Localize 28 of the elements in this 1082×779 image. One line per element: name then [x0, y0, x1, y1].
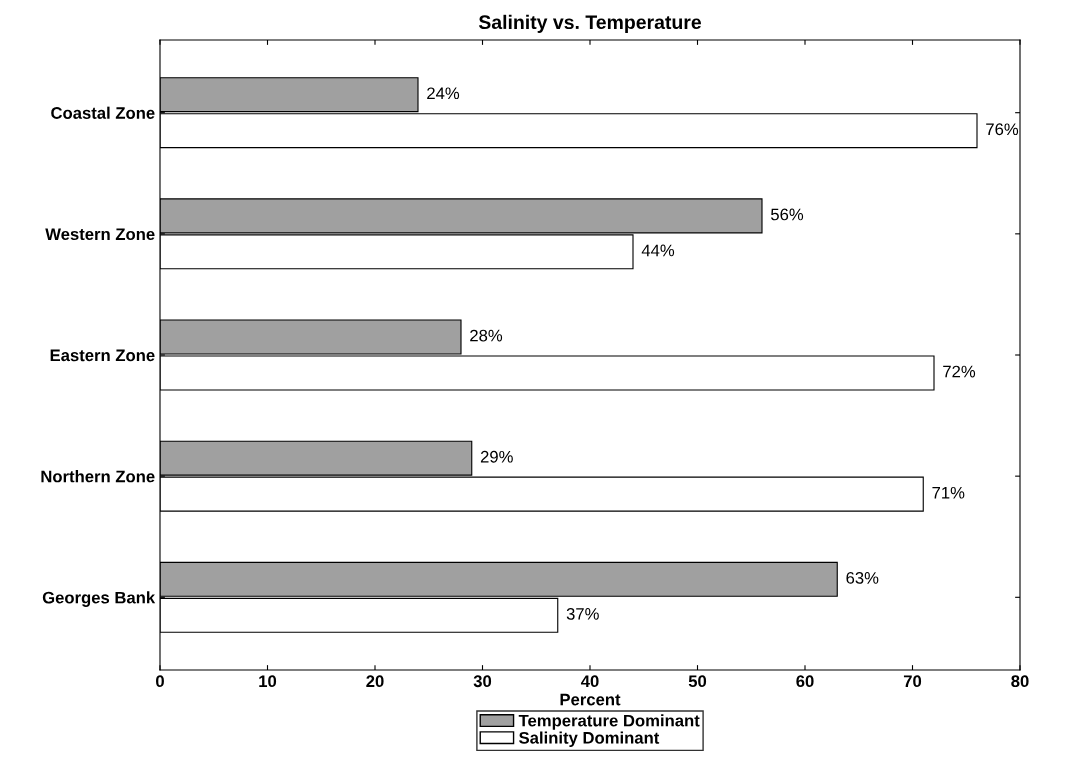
data-label: 28% [470, 329, 503, 342]
x-tick-label: 50 [688, 675, 707, 688]
x-tick-label: 20 [366, 675, 384, 688]
y-tick-label: Georges Bank [42, 591, 156, 607]
data-label: 72% [943, 365, 976, 378]
data-label: 71% [932, 486, 965, 499]
chart-title: Salinity vs. Temperature [478, 14, 702, 33]
data-label: 76% [986, 123, 1019, 136]
data-label: 37% [566, 607, 599, 620]
x-tick-label: 60 [796, 675, 814, 688]
data-label: 44% [641, 244, 675, 257]
x-tick-label: 40 [580, 675, 599, 688]
data-label: 29% [480, 450, 513, 463]
y-tick-label: Coastal Zone [51, 106, 155, 119]
data-label: 56% [771, 208, 804, 221]
y-tick-label: Northern Zone [41, 470, 155, 483]
data-label: 63% [846, 572, 879, 584]
x-tick-label: 80 [1011, 675, 1029, 688]
x-tick-label: 10 [259, 675, 277, 688]
x-tick-label: 30 [473, 675, 492, 688]
x-tick-label: 0 [156, 675, 164, 688]
legend-label: Salinity Dominant [519, 731, 660, 748]
legend-label: Temperature Dominant [518, 714, 700, 730]
y-tick-label: Western Zone [45, 228, 155, 241]
x-tick-label: 70 [903, 675, 922, 688]
y-tick-label: Eastern Zone [50, 349, 155, 362]
data-label: 24% [427, 87, 460, 100]
x-axis-title: Percent [560, 693, 621, 706]
